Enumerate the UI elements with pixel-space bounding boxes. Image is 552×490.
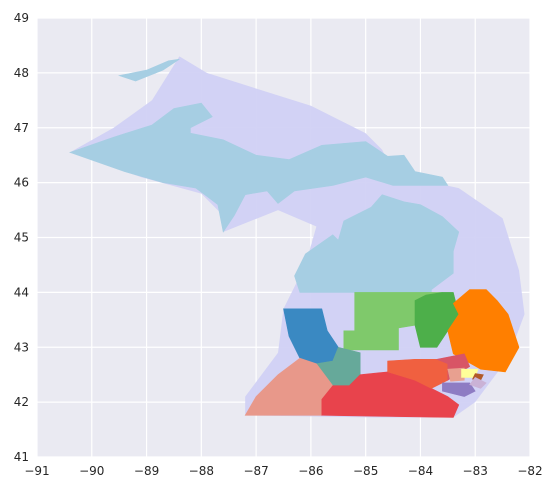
district-region-2 <box>118 58 180 82</box>
district-region-17 <box>469 377 487 389</box>
y-tick-label: 47 <box>14 121 29 135</box>
x-tick-label: −86 <box>298 464 323 478</box>
x-tick-label: −85 <box>353 464 378 478</box>
district-region-1 <box>68 102 449 233</box>
x-tick-label: −88 <box>189 464 214 478</box>
x-tick-labels: −91 −90 −89 −88 −87 −86 −85 −84 −83 −82 <box>24 464 542 478</box>
x-tick-label: −89 <box>134 464 159 478</box>
x-tick-label: −90 <box>79 464 104 478</box>
district-regions <box>68 58 520 418</box>
district-region-13 <box>447 367 465 382</box>
district-region-6 <box>447 289 520 373</box>
y-tick-label: 46 <box>14 176 29 190</box>
y-tick-label: 49 <box>14 11 29 25</box>
y-tick-label: 41 <box>14 450 29 464</box>
y-tick-label: 43 <box>14 340 29 354</box>
x-tick-label: −84 <box>408 464 433 478</box>
y-tick-label: 45 <box>14 231 29 245</box>
y-tick-labels: 41 42 43 44 45 46 47 48 49 <box>14 11 29 464</box>
grid-lines <box>36 17 531 458</box>
x-tick-label: −82 <box>517 464 542 478</box>
x-tick-label: −83 <box>463 464 488 478</box>
y-tick-label: 48 <box>14 66 29 80</box>
x-tick-label: −87 <box>243 464 268 478</box>
y-tick-label: 42 <box>14 395 29 409</box>
y-tick-label: 44 <box>14 285 29 299</box>
district-region-16 <box>442 382 476 397</box>
x-tick-label: −91 <box>24 464 49 478</box>
